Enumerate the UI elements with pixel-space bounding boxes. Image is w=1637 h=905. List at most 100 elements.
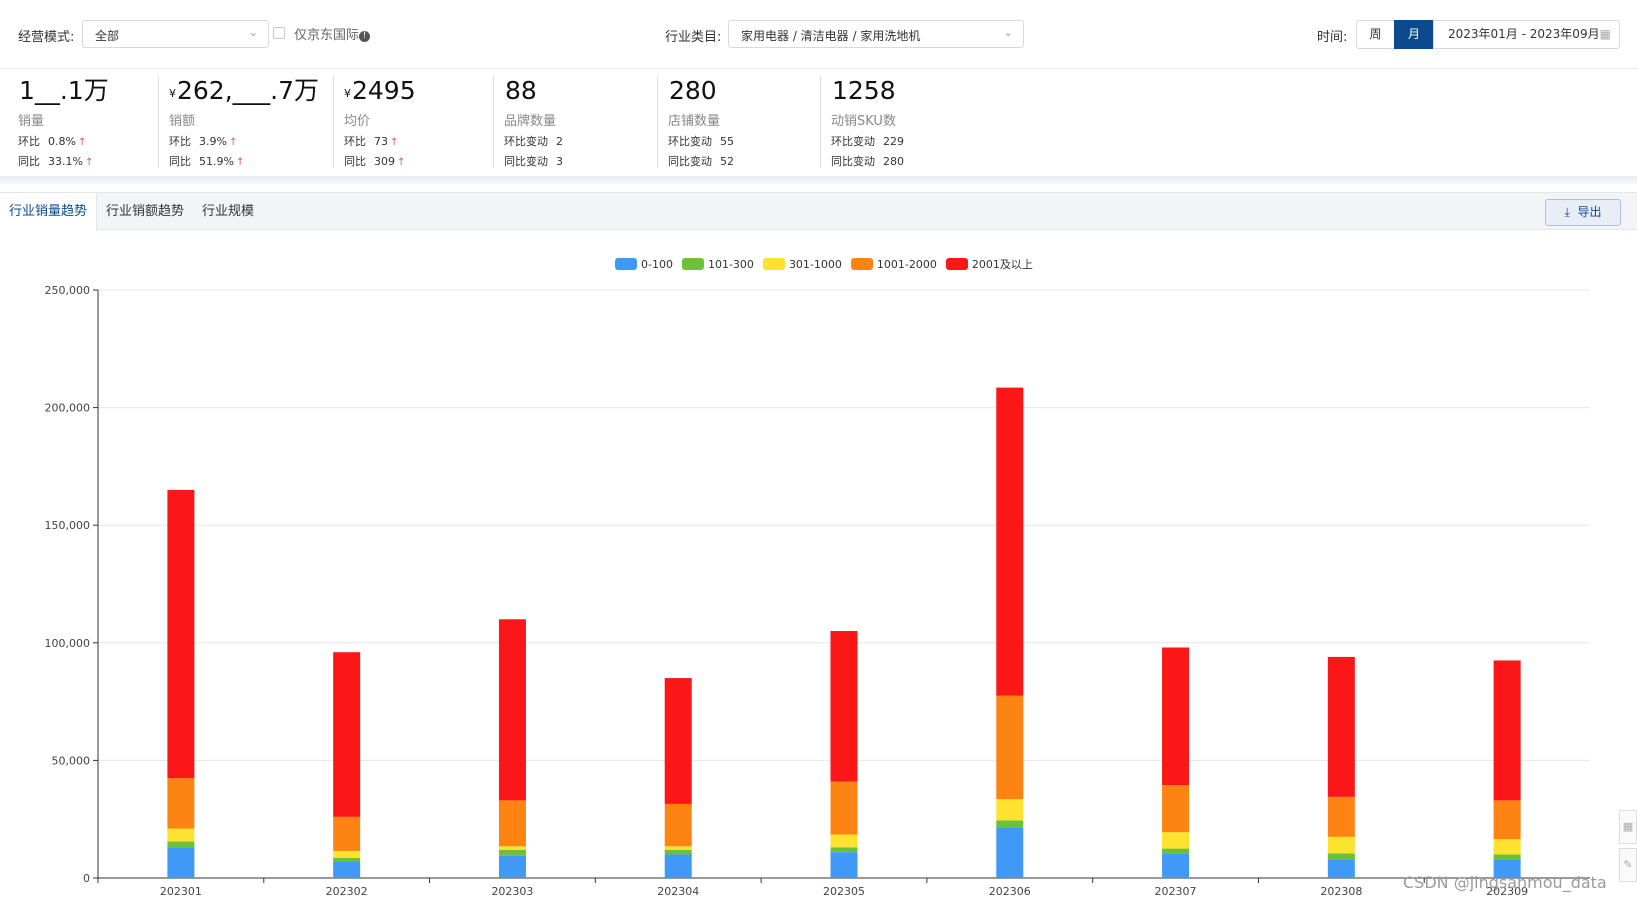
bar-segment (1162, 853, 1190, 878)
info-icon[interactable]: ! (359, 31, 371, 42)
legend-item[interactable]: 101-300 (681, 258, 754, 271)
bar-segment (333, 652, 361, 817)
bar-segment (830, 781, 858, 835)
tab-industry-scale[interactable]: 行业规模 (202, 204, 255, 219)
kpi-yoy: 同比变动 3 (504, 155, 563, 168)
bar-segment (1327, 796, 1355, 837)
y-tick-label: 150,000 (45, 519, 91, 532)
tab-sales-amount-trend[interactable]: 行业销额趋势 (106, 204, 185, 219)
y-tick-label: 100,000 (45, 637, 91, 650)
kpi-name: 销量 (18, 114, 45, 129)
time-label: 时间: (1317, 30, 1348, 45)
legend-swatch (762, 258, 785, 270)
x-tick-label: 202307 (1155, 885, 1197, 898)
chevron-down-icon: ⌄ (1003, 26, 1013, 39)
tab-sales-volume-trend[interactable]: 行业销量趋势 (0, 193, 98, 231)
kpi-value: 1258 (832, 76, 896, 105)
date-range-value: 2023年01月 - 2023年09月 (1448, 27, 1600, 41)
legend-swatch (850, 258, 873, 270)
chart-legend: 0-100 101-300 301-1000 1001-2000 2001及以上 (615, 256, 1042, 272)
date-range-picker[interactable]: 2023年01月 - 2023年09月 ▦ (1433, 20, 1620, 49)
legend-swatch (945, 258, 968, 270)
edit-icon[interactable]: ✎ (1619, 848, 1637, 882)
category-label: 行业类目: (665, 30, 722, 45)
y-tick-label: 0 (83, 872, 90, 885)
mode-select[interactable]: 全部 ⌄ (82, 20, 269, 48)
legend-item[interactable]: 2001及以上 (945, 256, 1033, 272)
bar-segment (498, 855, 526, 878)
kpi-mom: 环比变动 55 (668, 135, 734, 148)
arrow-up-icon: ↑ (390, 137, 399, 148)
calendar-icon: ▦ (1599, 27, 1611, 41)
kpi-value: 280 (669, 76, 717, 105)
kpi-mom: 环比 73 ↑ (344, 135, 399, 148)
x-tick-label: 202309 (1486, 885, 1528, 898)
bar-segment (664, 854, 692, 878)
kpi-value: ¥2495 (344, 76, 416, 105)
bar-segment (498, 800, 526, 847)
legend-item[interactable]: 1001-2000 (850, 258, 937, 271)
mode-label: 经营模式: (18, 30, 75, 45)
kpi-name: 动销SKU数 (831, 114, 896, 129)
kpi-name: 销额 (169, 114, 196, 129)
jd-intl-label: 仅京东国际! (294, 24, 371, 43)
kpi-value: 88 (505, 76, 537, 105)
legend-item[interactable]: 301-1000 (762, 258, 842, 271)
x-tick-label: 202308 (1320, 885, 1362, 898)
bar-segment (1493, 839, 1521, 855)
kpi-name: 店铺数量 (668, 114, 721, 129)
watermark: CSDN @jingsanmou_data (1403, 873, 1607, 892)
x-tick-label: 202304 (657, 885, 699, 898)
month-toggle-button[interactable]: 月 (1394, 20, 1434, 49)
bar-segment (1162, 785, 1190, 833)
x-tick-label: 202303 (491, 885, 533, 898)
kpi-mom: 环比变动 2 (504, 135, 563, 148)
export-button[interactable]: ⤓ 导出 (1545, 199, 1621, 226)
category-select[interactable]: 家用电器 / 清洁电器 / 家用洗地机 ⌄ (728, 20, 1024, 48)
bar-segment (830, 834, 858, 848)
bar-segment (1493, 800, 1521, 840)
currency-symbol: ¥ (344, 87, 351, 100)
bar-segment (498, 849, 526, 856)
y-tick-label: 200,000 (45, 402, 91, 415)
kpi-yoy: 同比变动 52 (668, 155, 734, 168)
bar-segment (996, 387, 1024, 696)
kpi-summary: 1__.1万 销量 环比 0.8% ↑ 同比 33.1% ↑ ¥262,___.7万 销额 环比 3.… (0, 70, 1637, 178)
bar-segment (1493, 854, 1521, 860)
bar-segment (333, 858, 361, 862)
x-tick-label: 202302 (326, 885, 368, 898)
bar-segment (1327, 836, 1355, 854)
export-label: 导出 (1577, 205, 1602, 219)
week-toggle-button[interactable]: 周 (1356, 20, 1395, 49)
section-divider (0, 176, 1637, 184)
bar-segment (1327, 853, 1355, 860)
bar-segment (664, 803, 692, 847)
bar-segment (167, 841, 195, 848)
bar-segment (167, 847, 195, 878)
bar-segment (830, 631, 858, 782)
kpi-card: ¥2495 均价 环比 73 ↑ 同比 309 ↑ (333, 76, 416, 168)
bar-segment (830, 847, 858, 853)
jd-intl-checkbox[interactable] (273, 27, 285, 39)
mode-select-value: 全部 (95, 29, 120, 43)
tab-bar: 行业销量趋势 行业销额趋势 行业规模 ⤓ 导出 (0, 192, 1637, 231)
kpi-mom: 环比变动 229 (831, 135, 904, 148)
legend-item[interactable]: 0-100 (615, 258, 673, 271)
grid-view-icon[interactable]: ▦ (1619, 810, 1637, 844)
bar-segment (167, 828, 195, 842)
bar-segment (830, 852, 858, 878)
y-tick-label: 250,000 (45, 284, 91, 297)
bar-segment (1162, 647, 1190, 786)
legend-swatch (615, 258, 637, 270)
bar-segment (1493, 859, 1521, 878)
bar-segment (167, 778, 195, 829)
bar-segment (1162, 832, 1190, 849)
arrow-up-icon: ↑ (84, 157, 94, 168)
bar-segment (498, 846, 526, 850)
kpi-name: 品牌数量 (504, 114, 557, 129)
bar-segment (1162, 848, 1190, 854)
bar-segment (1327, 656, 1355, 797)
arrow-up-icon: ↑ (397, 157, 406, 168)
legend-swatch (681, 258, 704, 270)
bar-segment (333, 861, 361, 878)
